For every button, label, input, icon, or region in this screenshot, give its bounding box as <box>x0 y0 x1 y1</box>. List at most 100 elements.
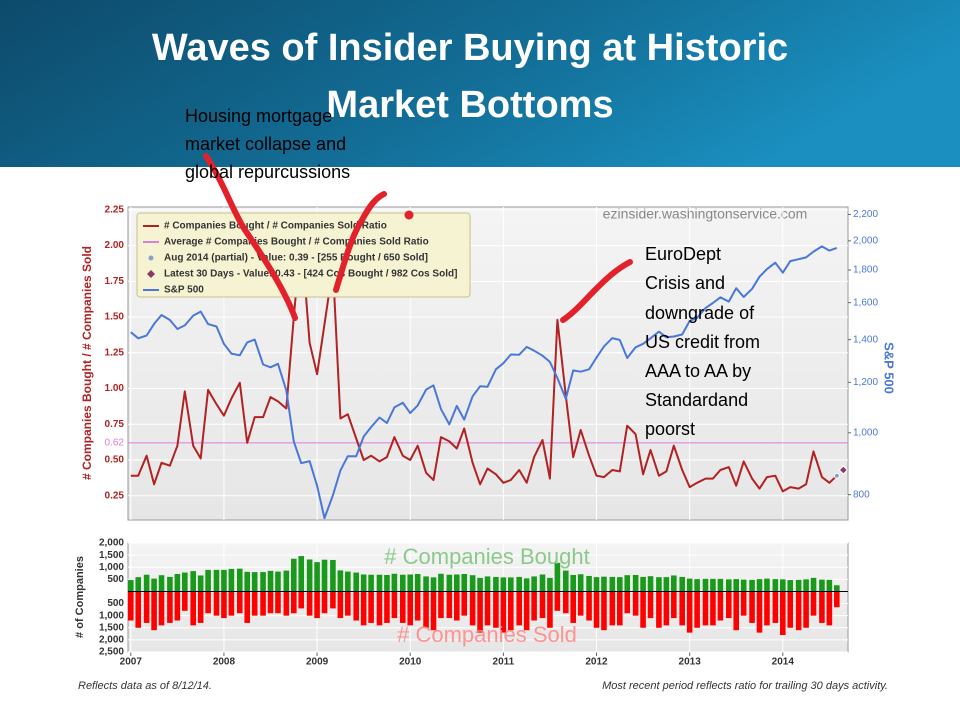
annotation: Housing mortgage market collapse and glo… <box>185 106 350 182</box>
y-tick-label: 500 <box>107 598 124 609</box>
bar <box>477 591 483 633</box>
bar <box>306 591 313 616</box>
bar <box>624 575 631 592</box>
bar <box>391 591 398 619</box>
bar <box>213 591 220 616</box>
series-line <box>130 233 838 493</box>
bar <box>609 576 616 592</box>
bar <box>360 574 367 592</box>
bar <box>826 591 833 626</box>
bar <box>787 580 794 592</box>
bar <box>135 577 142 592</box>
bar <box>438 573 444 592</box>
bar <box>197 575 204 592</box>
latest-point <box>838 465 849 475</box>
bar <box>384 574 390 592</box>
bar <box>710 578 716 592</box>
bar <box>663 577 670 592</box>
bar <box>275 571 281 592</box>
bar <box>679 576 686 592</box>
legend-key <box>148 255 154 261</box>
bar <box>143 591 150 623</box>
bar <box>717 591 724 621</box>
bar <box>368 591 374 623</box>
annotation: EuroDept Crisis and downgrade of US cred… <box>645 244 760 439</box>
bar <box>586 575 592 592</box>
bar <box>733 579 740 592</box>
bar <box>547 591 553 628</box>
bar <box>182 591 188 611</box>
bar <box>151 591 157 631</box>
bar <box>663 591 670 626</box>
bar <box>764 578 770 592</box>
bar <box>345 571 351 592</box>
y2-axis-label: S&P 500 <box>882 342 897 394</box>
bar <box>423 591 429 628</box>
bar <box>353 572 360 592</box>
bar <box>407 591 414 626</box>
bar <box>260 591 266 616</box>
bar <box>267 570 274 592</box>
bar <box>562 570 569 592</box>
bar <box>547 577 553 592</box>
bar <box>577 591 584 616</box>
bar <box>819 591 825 623</box>
y-tick-label: 1,000 <box>99 562 124 573</box>
legend-label: Aug 2014 (partial) - Value: 0.39 - [255 … <box>164 253 428 264</box>
y-tick-label: 2,500 <box>99 647 124 658</box>
bar <box>508 591 514 631</box>
bar <box>819 579 825 592</box>
bar <box>554 562 561 592</box>
bar <box>593 591 600 628</box>
bar <box>694 579 700 592</box>
bar <box>306 559 313 592</box>
bar <box>384 591 390 623</box>
bar <box>469 575 476 592</box>
slide-title: Waves of Insider Buying at Historic <box>152 27 788 69</box>
legend-label: # Companies Bought / # Companies Sold Ra… <box>164 221 387 232</box>
partial-point <box>833 472 840 479</box>
bar <box>283 591 290 616</box>
bar <box>151 578 157 592</box>
bar <box>430 577 437 592</box>
annotation-line: Crisis and <box>645 273 725 293</box>
bar <box>446 574 453 592</box>
bar <box>330 559 336 592</box>
header-band <box>0 0 960 167</box>
bar <box>640 576 646 592</box>
y-tick-label: 1,500 <box>99 622 124 633</box>
series-line <box>130 245 838 520</box>
y2-tick-label: 1,400 <box>853 334 878 345</box>
bar <box>679 591 686 626</box>
bar <box>438 591 444 619</box>
bar <box>298 591 305 609</box>
y2-tick-label: 1,200 <box>853 377 878 388</box>
bar <box>314 562 320 592</box>
bar <box>461 574 468 592</box>
bar <box>158 591 165 626</box>
bar <box>290 558 297 592</box>
bar <box>493 591 499 628</box>
bar <box>756 591 763 633</box>
bar <box>244 571 251 592</box>
bar <box>632 591 639 616</box>
bar <box>314 591 320 619</box>
bar <box>702 591 709 626</box>
bar <box>477 577 483 592</box>
bar <box>236 568 243 592</box>
bar <box>414 574 421 592</box>
bar <box>127 580 134 592</box>
bar <box>143 574 150 592</box>
slide-title: Market Bottoms <box>326 84 613 126</box>
bar <box>640 591 646 628</box>
x-tick-label: 2014 <box>772 657 795 668</box>
y-tick-label: 1.75 <box>105 276 125 287</box>
bar <box>725 591 732 619</box>
bar <box>423 576 429 592</box>
bar <box>407 574 414 592</box>
y2-tick-label: 1,000 <box>853 427 878 438</box>
bar <box>469 591 476 626</box>
annotation-strokes <box>203 153 633 323</box>
bar <box>228 591 235 616</box>
bar <box>174 591 181 621</box>
